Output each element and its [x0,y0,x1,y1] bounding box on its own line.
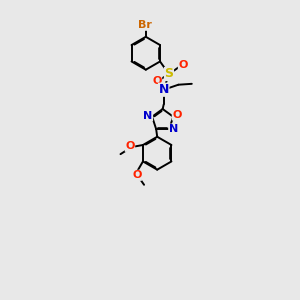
Text: O: O [132,170,141,180]
Text: N: N [169,124,178,134]
Text: S: S [164,68,173,80]
Text: N: N [143,111,152,121]
Text: O: O [125,141,135,152]
Text: N: N [158,83,169,96]
Text: O: O [172,110,182,120]
Text: Br: Br [138,20,152,30]
Text: O: O [178,59,188,70]
Text: O: O [152,76,162,86]
